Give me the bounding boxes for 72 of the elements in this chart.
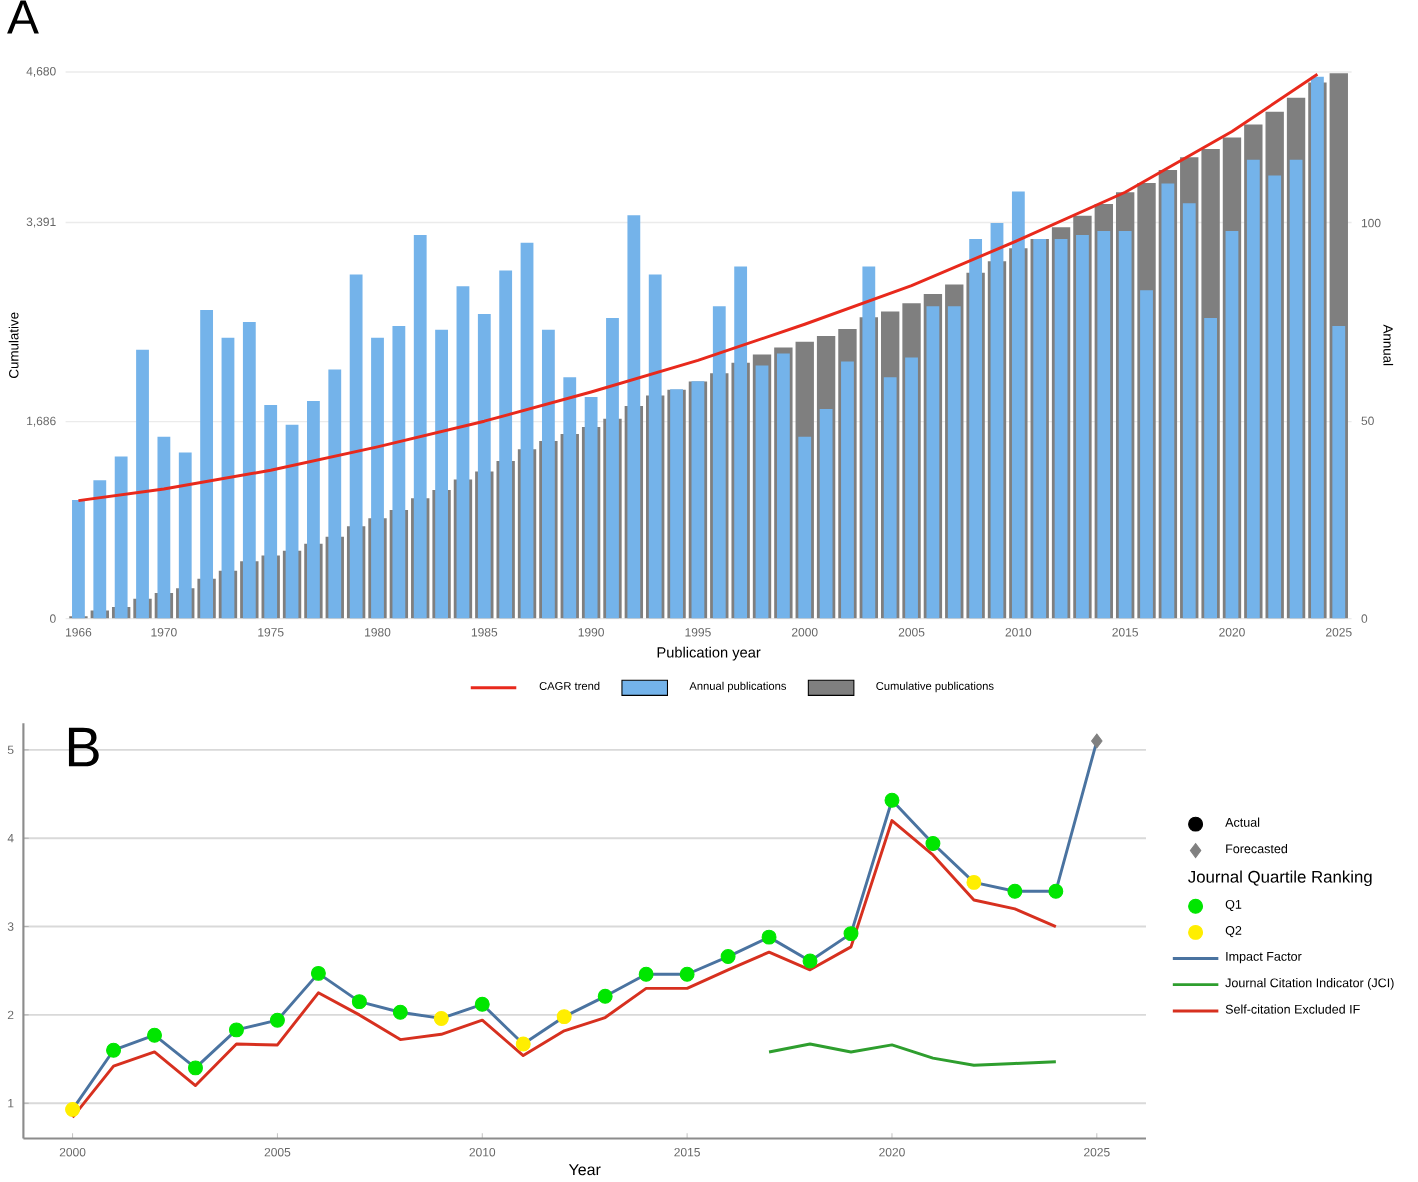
bar: [392, 325, 406, 619]
legend-title: Journal Quartile Ranking: [1188, 870, 1372, 887]
bar: [712, 306, 726, 619]
bar: [200, 310, 214, 619]
point: [106, 1042, 122, 1058]
point: [228, 1022, 244, 1038]
point: [1048, 883, 1064, 899]
line-series: [76, 72, 1319, 503]
bar: [93, 480, 107, 619]
bar: [136, 349, 149, 619]
point: [556, 1009, 572, 1025]
bar: [349, 274, 363, 619]
bar: [456, 286, 470, 619]
point: [925, 836, 941, 851]
bar: [1311, 76, 1324, 619]
line-series: [767, 1042, 1058, 1067]
bar: [242, 321, 256, 619]
bar: [435, 329, 448, 619]
chart-title: A: [7, 0, 39, 34]
bar: [285, 424, 299, 619]
bar: [1140, 290, 1153, 619]
bar: [477, 314, 491, 619]
bar: [264, 405, 278, 619]
bar: [606, 317, 619, 619]
point: [147, 1027, 162, 1043]
bar: [648, 274, 662, 619]
point: [761, 929, 777, 945]
point: [802, 953, 818, 969]
bar: [862, 266, 876, 619]
point: [65, 1101, 81, 1117]
bar: [72, 499, 85, 619]
chart-title: B: [68, 727, 99, 767]
bar: [819, 408, 833, 619]
point: [966, 874, 982, 890]
point: [597, 988, 613, 1004]
bar: [1011, 191, 1025, 619]
point: [720, 949, 736, 965]
point: [474, 996, 490, 1012]
bar: [541, 329, 555, 619]
point: [1091, 733, 1103, 749]
point: [392, 1004, 408, 1020]
point: [638, 966, 654, 982]
point: [843, 926, 859, 942]
bar: [178, 452, 192, 619]
bar: [563, 377, 577, 619]
bar: [520, 242, 534, 619]
bar: [157, 436, 171, 619]
bar: [1204, 317, 1218, 619]
bar: [328, 369, 342, 619]
bar: [990, 223, 1004, 619]
point: [1007, 883, 1023, 899]
bar: [499, 270, 513, 619]
point: [679, 966, 695, 982]
point: [351, 994, 367, 1010]
point: [310, 965, 326, 981]
bar: [413, 234, 427, 619]
point: [188, 1060, 203, 1076]
point: [269, 1012, 285, 1028]
point: [884, 792, 900, 808]
x-axis-title: Year: [568, 1164, 601, 1176]
point: [433, 1010, 449, 1026]
bar: [1332, 325, 1346, 619]
bar: [798, 436, 812, 619]
bar: [627, 215, 641, 619]
bar: [584, 397, 598, 619]
bar: [969, 238, 983, 619]
bar: [307, 401, 320, 619]
point: [515, 1036, 531, 1052]
bar: [734, 266, 748, 619]
bar: [114, 456, 128, 619]
bar: [371, 337, 384, 619]
bar: [221, 337, 235, 619]
